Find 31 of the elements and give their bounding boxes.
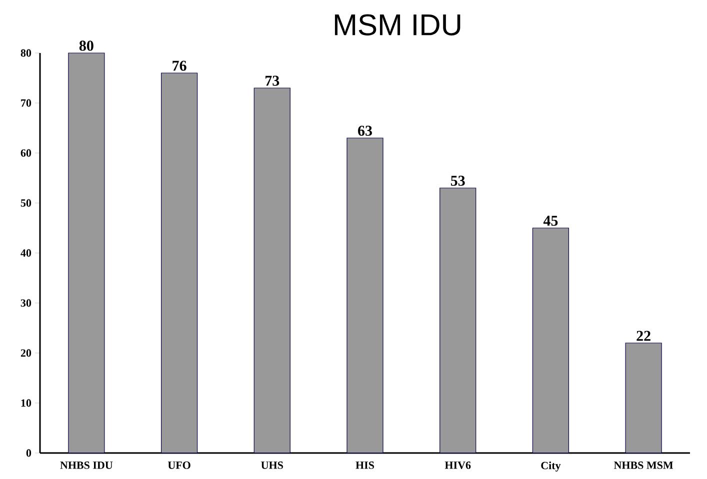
x-tick-label: HIS — [356, 462, 374, 469]
bar — [532, 228, 570, 454]
data-label: 80 — [79, 40, 94, 51]
x-tick-label: UHS — [261, 462, 283, 469]
y-tick-label: 40 — [20, 249, 32, 257]
y-tick-label: 70 — [21, 99, 32, 107]
data-label: 45 — [543, 216, 558, 226]
y-tick-label: 20 — [20, 349, 32, 357]
x-tick-label: NHBS IDU — [60, 462, 113, 469]
bar — [440, 188, 476, 454]
data-label: 76 — [172, 60, 186, 71]
data-label: 63 — [358, 126, 372, 136]
y-tick-label: 30 — [20, 299, 32, 307]
y-tick-label: 0 — [26, 449, 32, 457]
bar — [346, 138, 384, 454]
data-label: 53 — [450, 176, 465, 186]
x-tick-label: HIV6 — [444, 462, 471, 469]
y-tick-label: 80 — [20, 49, 32, 57]
y-tick-label: 50 — [20, 199, 32, 207]
x-tick-label: City — [541, 462, 561, 472]
chart-title: MSM IDU — [334, 14, 460, 36]
bar — [625, 342, 662, 454]
y-tick-label: 60 — [20, 149, 32, 157]
x-tick-label: UFO — [168, 462, 190, 469]
x-tick-label: NHBS MSM — [614, 462, 674, 469]
bar — [254, 88, 290, 454]
bar — [160, 72, 198, 454]
data-label: 73 — [266, 76, 280, 86]
y-tick-label: 10 — [21, 399, 32, 407]
data-label: 22 — [636, 330, 650, 341]
bar — [68, 52, 105, 454]
